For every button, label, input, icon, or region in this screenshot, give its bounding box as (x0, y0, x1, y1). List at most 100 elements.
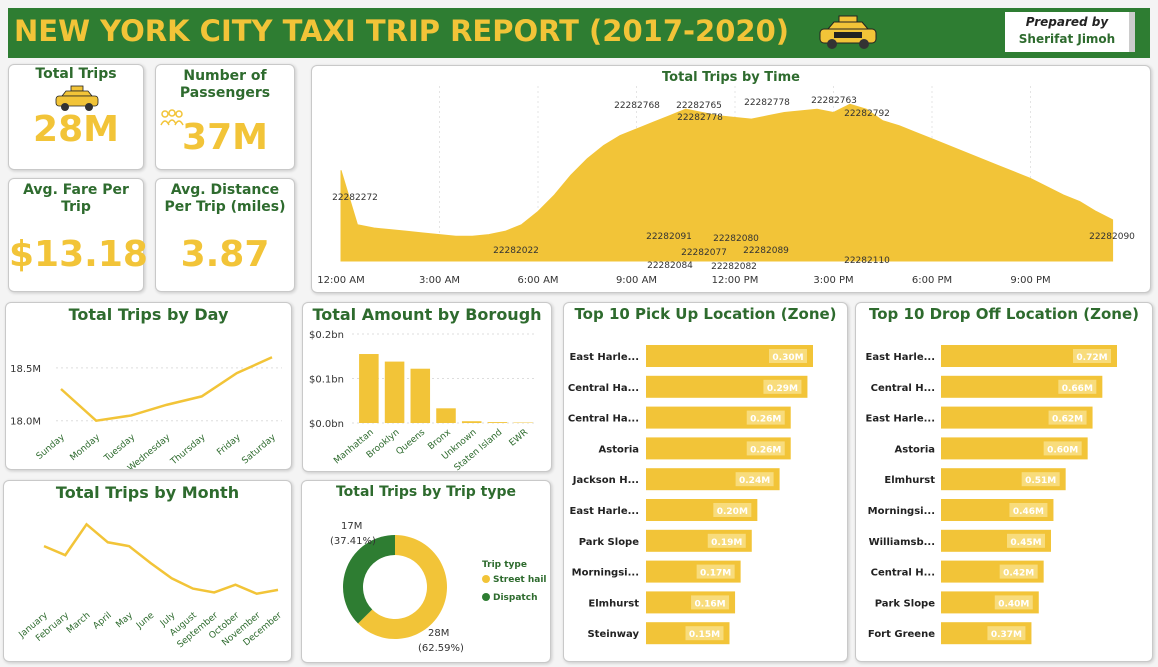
category-label: Steinway (587, 629, 639, 640)
category-label: Astoria (895, 444, 935, 455)
bar (461, 421, 482, 423)
annotation: 22282080 (713, 234, 759, 244)
annotation: 22282792 (844, 109, 890, 119)
value-label: (62.59%) (418, 643, 464, 654)
y-tick-label: 18.0M (10, 417, 41, 428)
kpi-label: Number of Passengers (179, 68, 271, 101)
x-tick-label: 3:00 AM (419, 275, 460, 286)
category-label: Park Slope (579, 537, 640, 548)
category-label: Williamsb... (869, 537, 935, 548)
donut-slice (358, 535, 447, 639)
legend-swatch (482, 575, 490, 583)
x-tick-label: 12:00 PM (712, 275, 759, 286)
value-label: 0.24M (739, 476, 770, 486)
kpi-value: 37M (182, 117, 268, 158)
count-label: 28M (428, 628, 449, 639)
annotation: 22282763 (811, 96, 857, 106)
report-title: NEW YORK CITY TAXI TRIP REPORT (2017-202… (14, 14, 790, 48)
x-tick-label: Thursday (168, 432, 208, 468)
chart-panel: Total Trips by Time 12:00 AM 3:00 AM 6:00 … (311, 65, 1151, 293)
annotation: 22282022 (493, 246, 539, 256)
x-tick-label: Friday (215, 432, 243, 458)
value-label: 0.15M (689, 630, 720, 640)
category-label: East Harle... (570, 506, 639, 517)
value-label-bg (707, 533, 746, 548)
x-tick-label: EWR (508, 428, 530, 449)
chart-panel: Top 10 Drop Off Location (Zone) East Har… (855, 302, 1153, 662)
credit-box: Prepared by Sherifat Jimoh (1005, 12, 1135, 52)
annotation: 22282778 (744, 98, 790, 108)
category-label: Central H... (871, 383, 935, 394)
x-tick-label: 9:00 PM (1010, 275, 1050, 286)
value-label: 0.16M (694, 599, 725, 609)
category-label: Central H... (871, 568, 935, 579)
category-label: Elmhurst (884, 475, 935, 486)
chart-title: Total Trips by Trip type (335, 484, 517, 500)
value-label: 0.46M (1013, 507, 1044, 517)
chart-title: Total Trips by Day (68, 305, 229, 324)
value-label: 0.42M (1003, 569, 1034, 579)
x-tick-label: June (134, 610, 157, 631)
legend-swatch (482, 593, 490, 601)
kpi-value: 3.87 (180, 234, 270, 275)
category-label: Jackson H... (572, 475, 639, 486)
y-tick-label: $0.2bn (309, 330, 344, 341)
y-tick-label: $0.0bn (309, 419, 344, 430)
category-label: Central Ha... (568, 383, 639, 394)
x-tick-label: April (92, 611, 114, 632)
annotation: 22282082 (711, 262, 757, 272)
value-label-bg (1048, 410, 1087, 425)
chart: 28M (62.59%) 17M (37.41%) Trip type Street ha… (330, 521, 547, 654)
value-label-bg (763, 379, 802, 394)
annotation: 22282272 (332, 193, 378, 203)
value-label-bg (1073, 349, 1111, 363)
value-label: 0.72M (1076, 353, 1107, 363)
x-tick-label: Saturday (240, 432, 278, 466)
chart-panel: Total Trips by Trip type 28M (62.59%) 17M (… (301, 480, 551, 663)
kpi-card: Avg. Fare Per Trip $13.18 (8, 178, 148, 292)
value-label-bg (769, 349, 807, 363)
x-tick-label: Sunday (35, 432, 68, 462)
value-label-bg (746, 410, 785, 425)
value-label: 0.19M (711, 538, 742, 548)
value-label: 0.20M (717, 507, 748, 517)
value-label-bg (1043, 441, 1082, 456)
chart: 12:00 AM 3:00 AM 6:00 AM 9:00 AM 12:00 PM 3:0… (317, 86, 1135, 286)
value-label: 0.26M (750, 415, 781, 425)
chart: East Harle... 0.30M Central Ha... 0.29M Cent… (568, 345, 813, 645)
x-tick-label: Queens (395, 427, 428, 457)
value-label: 0.26M (750, 445, 781, 455)
chart-title: Total Trips by Month (55, 483, 240, 502)
annotation: 22282084 (647, 261, 693, 271)
y-tick-label: 18.5M (10, 364, 41, 375)
people-icon (160, 109, 184, 126)
value-label-bg (735, 472, 774, 487)
value-label: 0.30M (772, 353, 803, 363)
value-label: 0.66M (1062, 384, 1093, 394)
value-label: 0.51M (1025, 476, 1056, 486)
annotation: 22282091 (646, 232, 692, 242)
value-label-bg (685, 626, 724, 641)
x-tick-label: May (114, 610, 135, 630)
x-tick-label: 6:00 PM (912, 275, 952, 286)
bar (359, 354, 379, 423)
x-tick-label: 9:00 AM (616, 275, 657, 286)
annotation: 22282778 (677, 113, 723, 123)
annotation: 22282090 (1089, 232, 1135, 242)
kpi-label: Avg. Distance Per Trip (miles) (164, 182, 286, 215)
bar (384, 361, 405, 423)
value-label-bg (713, 503, 752, 517)
legend-label: Dispatch (493, 593, 537, 603)
taxi-icon (819, 15, 877, 49)
annotation: 22282768 (614, 101, 660, 111)
value-label-bg (746, 441, 785, 456)
value-label-bg (696, 564, 735, 579)
annotation: 22282089 (743, 246, 789, 256)
value-label: 0.29M (767, 384, 798, 394)
category-label: East Harle... (570, 352, 639, 363)
kpi-value: 28M (33, 109, 119, 150)
category-label: Morningsi... (572, 568, 639, 579)
chart: East Harle... 0.72M Central H... 0.66M East … (866, 345, 1117, 645)
